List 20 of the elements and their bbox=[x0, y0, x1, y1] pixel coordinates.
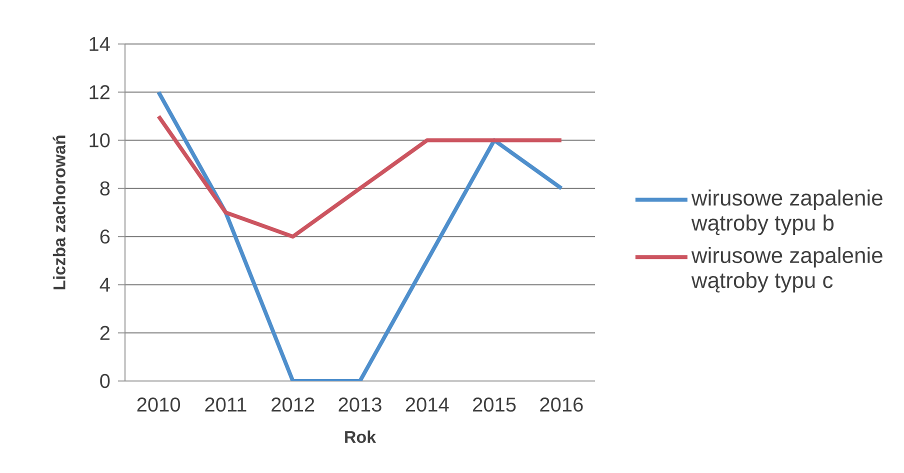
y-tick-label: 10 bbox=[90, 133, 110, 148]
line-series bbox=[156, 90, 564, 381]
x-axis-title: Rok bbox=[345, 430, 376, 444]
legend-label: wirusowe zapalenie wątroby typu b bbox=[691, 190, 882, 236]
y-tick-label: 0 bbox=[100, 374, 110, 388]
x-tick-label: 2016 bbox=[540, 398, 583, 412]
y-tick-label: 4 bbox=[100, 278, 110, 292]
y-tick-label: 8 bbox=[100, 181, 110, 196]
x-tick-label: 2010 bbox=[137, 398, 180, 412]
legend-label: wirusowe zapalenie wątroby typu c bbox=[691, 246, 882, 292]
x-tick-label: 2013 bbox=[338, 398, 382, 412]
x-tick-label: 2014 bbox=[406, 398, 449, 412]
y-tick-label: 2 bbox=[100, 326, 110, 340]
y-tick-label: 12 bbox=[90, 85, 110, 100]
x-tick-label: 2012 bbox=[272, 398, 314, 412]
y-tick-label: 6 bbox=[100, 229, 110, 244]
x-tick-label: 2011 bbox=[205, 398, 246, 412]
y-tick-label: 14 bbox=[90, 37, 110, 51]
x-tick-label: 2015 bbox=[473, 398, 516, 412]
y-axis-title: Liczba zachorowań bbox=[52, 136, 66, 290]
